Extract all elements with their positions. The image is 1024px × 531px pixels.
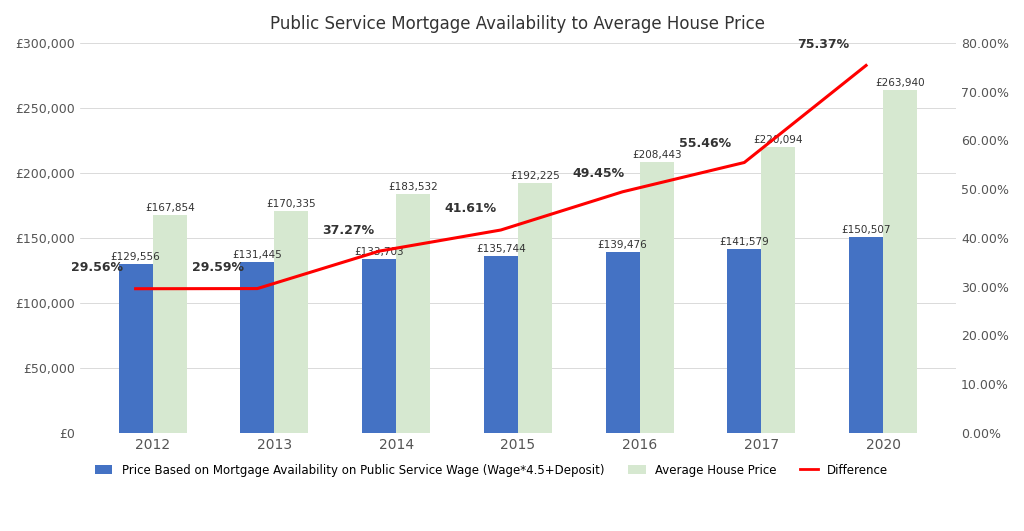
Text: £141,579: £141,579 (720, 237, 769, 247)
Text: 37.27%: 37.27% (323, 224, 375, 236)
Text: £263,940: £263,940 (876, 78, 925, 88)
Bar (518, 183, 552, 433)
Text: £220,094: £220,094 (754, 135, 803, 145)
Text: £131,445: £131,445 (232, 250, 283, 260)
Text: £139,476: £139,476 (598, 239, 647, 250)
Text: £183,532: £183,532 (388, 182, 438, 192)
Bar (362, 259, 396, 433)
Bar (762, 147, 796, 433)
Text: £167,854: £167,854 (144, 203, 195, 213)
Text: 41.61%: 41.61% (444, 202, 497, 216)
Bar (640, 162, 674, 433)
Text: 75.37%: 75.37% (798, 38, 850, 51)
Line: Difference: Difference (135, 65, 866, 289)
Text: 29.56%: 29.56% (71, 261, 123, 274)
Bar (727, 249, 762, 433)
Title: Public Service Mortgage Availability to Average House Price: Public Service Mortgage Availability to … (270, 15, 765, 33)
Text: £135,744: £135,744 (476, 244, 525, 254)
Text: £208,443: £208,443 (632, 150, 681, 160)
Difference (616, 189, 629, 195)
Difference (738, 159, 751, 166)
Difference (373, 248, 385, 254)
Bar (605, 252, 640, 433)
Text: £133,703: £133,703 (354, 247, 403, 257)
Bar (274, 211, 308, 433)
Text: £170,335: £170,335 (266, 200, 316, 209)
Bar (153, 215, 186, 433)
Text: £129,556: £129,556 (111, 252, 161, 262)
Bar (849, 237, 883, 433)
Bar (119, 264, 153, 433)
Bar (483, 256, 518, 433)
Text: £150,507: £150,507 (842, 225, 891, 235)
Bar (883, 90, 918, 433)
Difference (129, 286, 141, 292)
Difference (860, 62, 872, 68)
Bar (396, 194, 430, 433)
Legend: Price Based on Mortgage Availability on Public Service Wage (Wage*4.5+Deposit), : Price Based on Mortgage Availability on … (90, 459, 893, 482)
Text: £192,225: £192,225 (510, 171, 560, 181)
Bar (241, 262, 274, 433)
Difference (251, 285, 263, 292)
Difference (495, 227, 507, 233)
Text: 55.46%: 55.46% (679, 138, 731, 150)
Text: 49.45%: 49.45% (572, 167, 625, 179)
Text: 29.59%: 29.59% (193, 261, 245, 274)
